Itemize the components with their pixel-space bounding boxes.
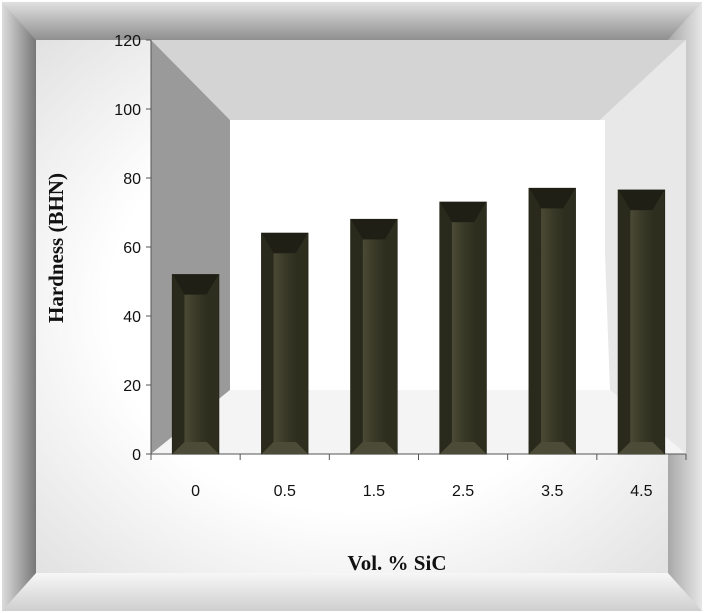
x-tick-label: 0 [191, 483, 200, 500]
y-tick-label: 60 [123, 240, 141, 257]
y-tick-label: 100 [114, 102, 141, 119]
bar [171, 274, 220, 455]
x-tick-label: 1.5 [363, 483, 385, 500]
x-tick-label: 2.5 [452, 483, 474, 500]
bar [350, 218, 398, 455]
y-axis-title: Hardness (BHN) [44, 173, 68, 323]
bar-series [171, 187, 666, 455]
x-axis-title: Vol. % SiC [347, 551, 446, 575]
x-axis: 0 0.5 1.5 2.5 3.5 4.5 [150, 453, 687, 500]
y-tick-label: 80 [123, 171, 141, 188]
x-tick-label: 0.5 [274, 483, 296, 500]
bar [439, 201, 487, 455]
bar [261, 232, 309, 455]
y-axis: 0 20 40 60 80 100 120 [114, 33, 152, 464]
y-tick-label: 20 [123, 378, 141, 395]
plot-area [151, 40, 686, 454]
x-tick-label: 4.5 [630, 483, 652, 500]
bar [528, 187, 576, 455]
y-tick-label: 0 [132, 447, 141, 464]
y-tick-label: 120 [114, 33, 141, 50]
bar [617, 189, 666, 455]
x-tick-label: 3.5 [541, 483, 563, 500]
y-tick-label: 40 [123, 309, 141, 326]
